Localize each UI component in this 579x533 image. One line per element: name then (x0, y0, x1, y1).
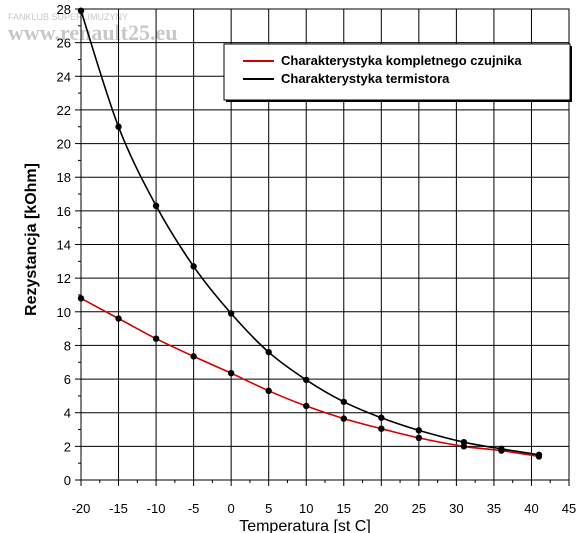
series-2-point (498, 445, 505, 453)
x-tick-label: 35 (487, 501, 501, 516)
watermark: FANKLUB SUPERLIMUZYNY www.renault25.eu (8, 12, 178, 45)
series-line-1 (80, 297, 540, 458)
series-2-point (115, 123, 122, 130)
y-tick-label: 18 (57, 170, 71, 185)
y-tick-label: 16 (57, 204, 71, 219)
series-1-point (152, 335, 160, 342)
watermark-line2: www.renault25.eu (8, 20, 178, 45)
series-1-point (303, 402, 310, 410)
series-1-point (415, 434, 423, 442)
x-tick-label: -10 (147, 501, 166, 516)
y-tick-label: 6 (64, 372, 71, 387)
x-tick-label: 5 (265, 501, 272, 516)
series-2-point (415, 427, 423, 434)
x-tick-label: 25 (412, 501, 426, 516)
x-tick-label: 15 (337, 501, 351, 516)
x-tick-label: -5 (188, 501, 200, 516)
series-2-point (303, 376, 310, 384)
x-axis-title: Temperatura [st C] (239, 518, 371, 533)
series-1-point (115, 315, 122, 322)
y-tick-label: 22 (57, 103, 71, 118)
y-axis-title: Rezystancja [kOhm] (23, 163, 40, 316)
series-2-point (152, 202, 160, 210)
series-1-point (190, 353, 197, 360)
watermark-line1: FANKLUB SUPERLIMUZYNY (8, 12, 128, 22)
y-tick-label: 10 (57, 305, 71, 320)
series-1-point (378, 425, 385, 432)
legend-label-2: Charakterystyka termistora (281, 71, 450, 86)
y-tick-label: 28 (57, 2, 71, 17)
y-tick-label: 24 (57, 69, 71, 84)
x-tick-label: 30 (449, 501, 463, 516)
x-tick-label: 0 (228, 501, 235, 516)
y-tick-label: 14 (57, 238, 71, 253)
series-2-point (378, 414, 385, 421)
legend: Charakterystyka kompletnego czujnika Char… (223, 43, 572, 102)
legend-box (223, 43, 571, 101)
series-layer (77, 7, 543, 460)
series-1-point (340, 415, 347, 422)
series-2-point (340, 398, 347, 405)
series-2-point (190, 263, 197, 270)
x-tick-label: 45 (562, 501, 576, 516)
series-2-point (77, 7, 85, 14)
y-tick-label: 26 (57, 36, 71, 51)
series-1-point (265, 387, 272, 395)
y-tick-label: 4 (64, 406, 71, 421)
series-1-point (227, 369, 235, 377)
y-tick-label: 8 (64, 338, 71, 353)
x-tick-label: -20 (72, 501, 91, 516)
x-axis: -20 -15 -10 -5 0 5 10 15 20 25 30 35 40 45 (72, 480, 576, 516)
x-tick-label: 20 (374, 501, 388, 516)
x-tick-label: 10 (299, 501, 313, 516)
series-1-point (77, 295, 85, 302)
series-2-point (227, 310, 235, 317)
series-2-point (535, 451, 543, 458)
x-tick-label: -15 (109, 501, 128, 516)
series-2-point (265, 348, 272, 356)
y-tick-label: 12 (57, 271, 71, 286)
y-tick-label: 20 (57, 137, 71, 152)
legend-label-1: Charakterystyka kompletnego czujnika (281, 53, 522, 68)
y-tick-label: 2 (64, 439, 71, 454)
x-tick-label: 40 (524, 501, 538, 516)
series-2-point (460, 438, 468, 446)
y-tick-label: 0 (64, 473, 71, 488)
